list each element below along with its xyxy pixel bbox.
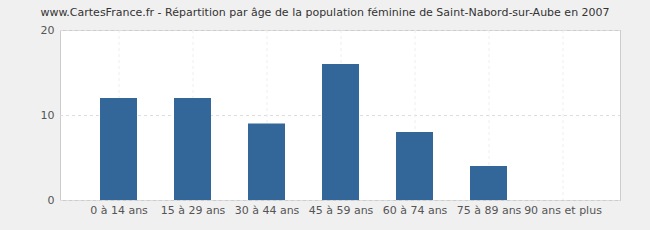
svg-text:30 à 44 ans: 30 à 44 ans (235, 204, 300, 217)
svg-text:45 à 59 ans: 45 à 59 ans (309, 204, 374, 217)
svg-text:0 à 14 ans: 0 à 14 ans (90, 204, 148, 217)
svg-text:60 à 74 ans: 60 à 74 ans (383, 204, 448, 217)
svg-text:0: 0 (48, 194, 55, 207)
svg-text:90 ans et plus: 90 ans et plus (524, 204, 602, 217)
svg-text:10: 10 (41, 109, 55, 122)
html-text:www.CartesFrance.fr - Répartit: www.CartesFrance.fr - Répartition par âg… (40, 6, 610, 19)
svg-text:15 à 29 ans: 15 à 29 ans (161, 204, 226, 217)
svg-text:75 à 89 ans: 75 à 89 ans (457, 204, 522, 217)
svg-text:20: 20 (41, 25, 55, 37)
